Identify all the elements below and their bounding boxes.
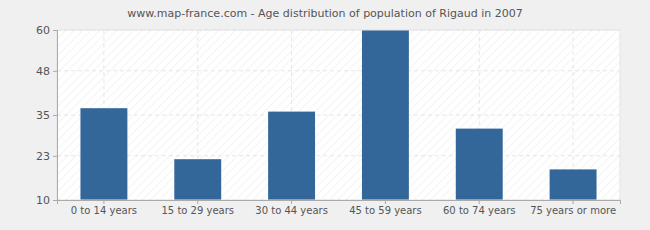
y-tick-label: 48 xyxy=(36,65,50,78)
x-tick-mark xyxy=(385,200,386,204)
x-axis: 0 to 14 years 15 to 29 years 30 to 44 year… xyxy=(58,200,621,216)
x-tick-mark xyxy=(291,200,292,204)
x-tick: 45 to 59 years xyxy=(349,200,422,216)
title: www.map-france.com - Age distribution of… xyxy=(127,7,522,20)
y-tick-label: 60 xyxy=(36,24,50,37)
x-tick-label: 45 to 59 years xyxy=(349,205,422,216)
y-tick-label: 10 xyxy=(36,194,50,207)
x-tick-mark xyxy=(197,200,198,204)
x-tick-mark xyxy=(573,200,574,204)
y-tick-mark xyxy=(53,200,57,201)
y-tick-label: 23 xyxy=(36,150,50,163)
plot: 10 23 35 48 60 0 to 14 years 15 to 29 years 30 … xyxy=(36,24,621,216)
y-tick: 35 xyxy=(36,109,57,122)
y-tick-mark xyxy=(53,156,57,157)
y-tick: 48 xyxy=(36,65,57,78)
bar xyxy=(362,30,409,200)
y-tick: 23 xyxy=(36,150,57,163)
y-tick-label: 35 xyxy=(36,109,50,122)
x-tick: 60 to 74 years xyxy=(443,200,516,216)
bars xyxy=(80,30,596,200)
bar xyxy=(268,112,315,200)
bar xyxy=(174,159,221,200)
grid xyxy=(57,30,620,200)
bar xyxy=(80,108,127,200)
x-tick-label: 0 to 14 years xyxy=(71,205,137,216)
y-axis-line xyxy=(53,31,58,201)
y-tick: 60 xyxy=(36,24,57,37)
x-tick-mark xyxy=(479,200,480,204)
y-axis: 10 23 35 48 60 xyxy=(36,24,58,207)
bar xyxy=(550,169,597,200)
y-tick-mark xyxy=(53,30,57,31)
x-tick: 15 to 29 years xyxy=(161,200,234,216)
chart: 10 23 35 48 60 0 to 14 years 15 to 29 years 30 … xyxy=(0,0,650,230)
grid-line xyxy=(57,70,620,71)
bar xyxy=(456,129,503,200)
x-tick-label: 75 years or more xyxy=(530,205,616,216)
x-axis-line xyxy=(58,201,621,205)
background xyxy=(0,0,650,230)
grid-line xyxy=(57,155,620,156)
y-tick: 10 xyxy=(36,194,57,207)
x-tick-mark xyxy=(103,200,104,204)
grid-line xyxy=(57,115,620,116)
y-tick-mark xyxy=(53,115,57,116)
x-tick-label: 60 to 74 years xyxy=(443,205,516,216)
x-tick: 0 to 14 years xyxy=(71,200,137,216)
x-tick: 30 to 44 years xyxy=(255,200,328,216)
x-tick-label: 15 to 29 years xyxy=(161,205,234,216)
plot-area xyxy=(57,30,620,200)
x-tick-label: 30 to 44 years xyxy=(255,205,328,216)
plot-frame xyxy=(57,30,620,200)
y-tick-mark xyxy=(53,71,57,72)
x-tick: 75 years or more xyxy=(530,200,616,216)
